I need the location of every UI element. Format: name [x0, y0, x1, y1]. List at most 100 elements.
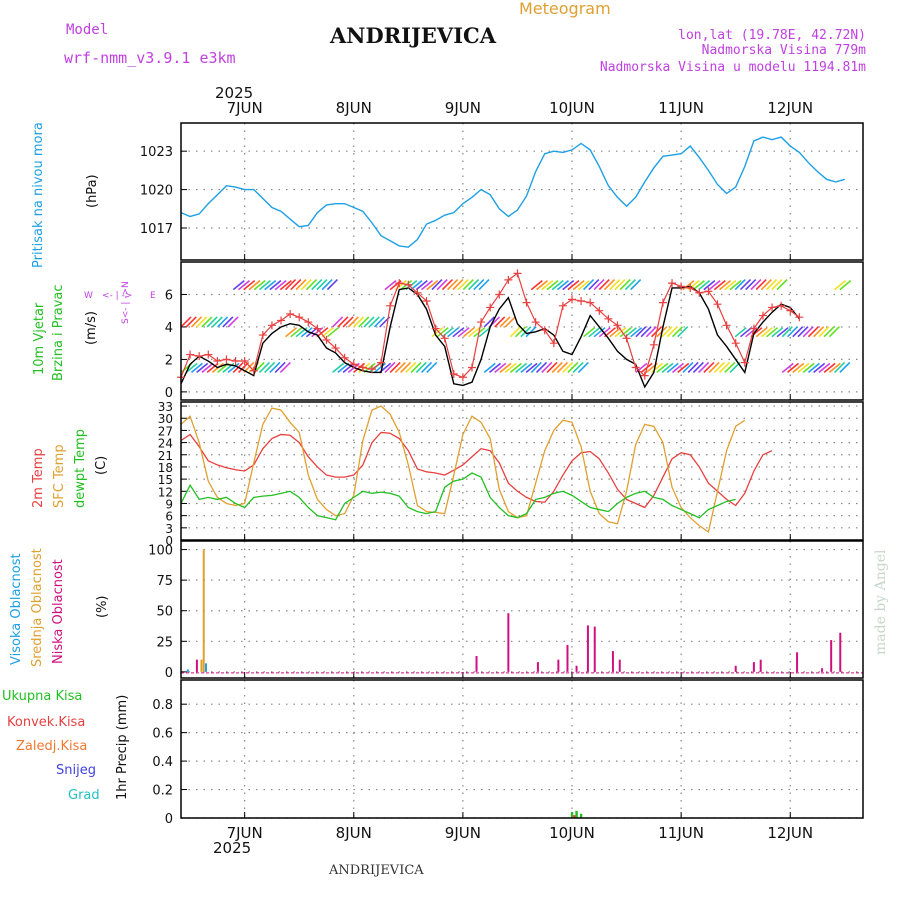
y-tick-label: 75	[156, 574, 173, 589]
y-tick-label: 15	[158, 473, 173, 487]
wind-barb	[692, 361, 704, 373]
wind-legend-line2: Brzina i Pravac	[51, 284, 66, 381]
wind-barb	[609, 279, 621, 291]
wind-barb	[515, 362, 528, 374]
wind-barb	[457, 279, 469, 291]
y-tick-label: 0.6	[152, 727, 173, 742]
wind-barb	[279, 361, 291, 373]
bottom-day-labels: 7JUN 8JUN 9JUN 10JUN 11JUN 12JUN	[227, 824, 814, 842]
day-label-top: 10JUN	[549, 99, 595, 117]
gust-marker	[777, 301, 786, 310]
gust-marker	[749, 324, 758, 333]
wind-barb	[739, 279, 752, 291]
y-tick-label: 50	[156, 605, 173, 620]
model-elevation-info: Nadmorska Visina u modelu 1194.81m	[600, 60, 866, 75]
gust-marker	[513, 269, 522, 278]
wind-barb	[347, 316, 359, 328]
gust-marker	[304, 318, 313, 327]
cloud-high-bar	[186, 669, 189, 672]
wind-barb	[771, 279, 783, 291]
gust-marker	[340, 353, 349, 362]
wind-barb	[211, 316, 223, 328]
y-tick-label: 25	[156, 635, 173, 650]
wind-barb	[494, 316, 506, 328]
dewpt-legend: dewpt Temp	[73, 429, 88, 508]
wind-barb	[807, 362, 820, 374]
sfc-temp-line	[180, 405, 746, 533]
wind-barb	[326, 279, 338, 291]
gust-marker	[595, 306, 604, 315]
wind-barb	[462, 327, 475, 338]
wind-barb	[781, 362, 794, 374]
wind-barb	[572, 279, 585, 291]
gust-marker	[386, 301, 395, 310]
year-top: 2025	[215, 84, 253, 102]
gust-marker	[768, 303, 777, 312]
wind-barb	[290, 279, 302, 291]
wind-barb	[421, 279, 434, 291]
y-tick-label: 1020	[140, 184, 173, 199]
wind-barb	[368, 316, 380, 328]
wind-barb	[541, 279, 554, 291]
wind-barb	[530, 361, 542, 373]
y-tick-label: 21	[158, 449, 173, 463]
wind-barb	[619, 327, 632, 338]
wind-barb	[562, 361, 574, 373]
plot-frame	[180, 261, 864, 401]
cloud-low-bar	[821, 668, 824, 672]
cloud-low-bar	[618, 659, 621, 672]
rain-conv-legend: Konvek.Kisa	[7, 715, 85, 730]
y-tick-label: 0.4	[152, 755, 173, 770]
wind-barb	[285, 327, 298, 338]
wind-barb	[551, 361, 563, 373]
wind-barb	[332, 316, 344, 328]
plot-background	[181, 402, 863, 540]
wind-barb	[792, 326, 804, 338]
wind-barb	[295, 279, 307, 291]
credit-watermark: made by Angel	[873, 549, 889, 655]
wind-barb	[797, 362, 810, 374]
wind-barb	[687, 361, 699, 373]
station-title: ANDRIJEVICA	[329, 23, 497, 48]
wind-barb	[373, 316, 386, 328]
gust-marker	[413, 288, 422, 297]
y-tick-label: 0	[165, 386, 173, 401]
y-tick-label: 18	[158, 461, 173, 475]
y-tick-label: 33	[158, 400, 173, 414]
model-label: Model	[66, 22, 108, 38]
cloud-mid-bar	[202, 549, 205, 672]
gust-marker	[367, 365, 376, 374]
cloud-low-bar	[195, 659, 198, 672]
gust-marker	[258, 331, 267, 340]
wind-barb	[190, 316, 203, 328]
y-tick-label: 1017	[140, 222, 173, 237]
wind-barb	[305, 327, 318, 338]
model-name: wrf-nmm_v3.9.1 e3km	[64, 49, 236, 67]
wind-barb	[206, 316, 218, 328]
cloud-low-legend: Niska Oblacnost	[51, 559, 66, 664]
wind-barb	[813, 362, 826, 374]
wind-barb	[781, 326, 793, 338]
wind-barb	[300, 327, 313, 338]
plot-frame	[180, 122, 864, 261]
gust-marker	[504, 275, 513, 284]
gust-marker	[658, 298, 667, 307]
wind-barb	[196, 362, 209, 374]
wind-barb	[666, 326, 678, 338]
gust-marker	[531, 318, 540, 327]
wind-barb	[452, 327, 465, 338]
gust-marker	[395, 279, 404, 288]
wind-dir-w: W	[84, 291, 93, 301]
gust-marker	[213, 357, 222, 366]
wind-barb	[661, 362, 674, 374]
wind-barb	[462, 279, 474, 291]
cloud-panel: 0 25 50 75 100	[148, 540, 864, 681]
wind-barb	[316, 279, 328, 291]
gust-marker	[277, 316, 286, 325]
wind-barb	[755, 327, 768, 338]
wind-barb	[698, 279, 711, 291]
wind-barb	[483, 362, 496, 374]
wind-barb	[504, 316, 516, 328]
day-label-bottom: 7JUN	[227, 824, 263, 842]
